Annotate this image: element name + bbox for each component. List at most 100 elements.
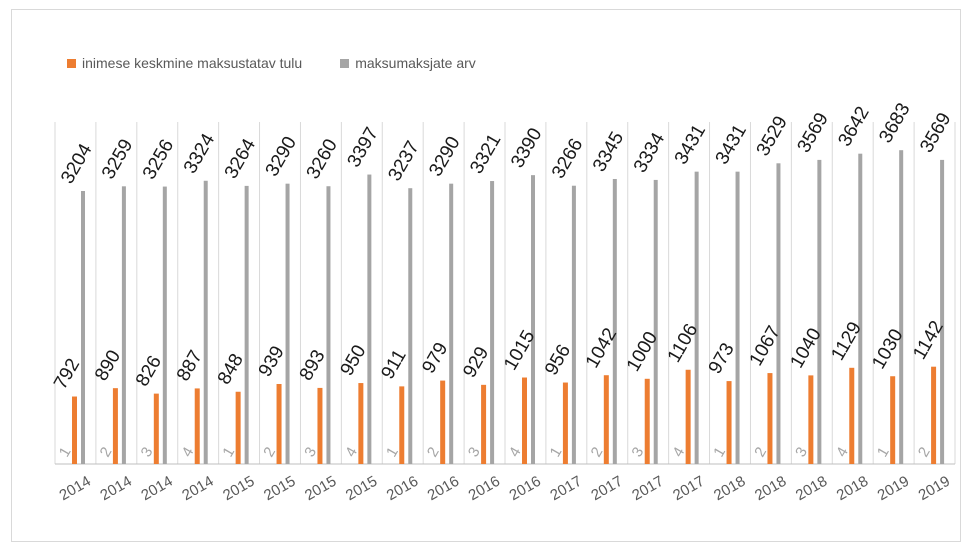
x-tick-label: 2019 [875, 473, 912, 504]
data-label-taxpayers: 3260 [303, 136, 342, 183]
data-label-taxpayers: 3431 [671, 121, 710, 168]
data-label-taxpayers: 3397 [344, 124, 383, 171]
x-tick-label: 2015 [261, 473, 298, 504]
bar-income [849, 367, 855, 464]
data-label-taxpayers: 3266 [548, 135, 587, 182]
bar-taxpayers [817, 159, 822, 464]
bar-income [358, 383, 364, 464]
bar-income [194, 388, 200, 464]
legend-item-taxpayers: maksumaksjate arv [340, 55, 476, 71]
quarter-label: 4 [178, 444, 197, 460]
quarter-label: 2 [588, 444, 607, 460]
quarter-label: 3 [792, 444, 811, 460]
bar-income [112, 388, 118, 464]
legend: inimese keskmine maksustatav tulu maksum… [67, 55, 476, 71]
quarter-label: 3 [138, 444, 157, 460]
bar-taxpayers [490, 181, 495, 465]
bar-income [767, 373, 773, 464]
bar-income [685, 369, 691, 464]
data-label-taxpayers: 3529 [753, 113, 792, 160]
bar-income [562, 382, 568, 464]
bar-taxpayers [162, 186, 167, 465]
quarter-label: 4 [669, 444, 688, 460]
quarter-label: 2 [260, 444, 279, 460]
data-label-taxpayers: 3259 [98, 136, 137, 183]
legend-label-taxpayers: maksumaksjate arv [355, 55, 476, 71]
bar-income [235, 391, 241, 464]
quarter-label: 4 [506, 444, 525, 460]
bar-taxpayers [285, 183, 290, 464]
quarter-label: 2 [424, 444, 443, 460]
bar-taxpayers [858, 153, 863, 464]
bar-income [317, 387, 323, 464]
quarter-label: 2 [97, 444, 116, 460]
data-label-taxpayers: 3390 [507, 125, 546, 172]
bar-taxpayers [776, 163, 781, 465]
data-label-taxpayers: 3290 [425, 133, 464, 180]
legend-item-income: inimese keskmine maksustatav tulu [67, 55, 302, 71]
x-tick-label: 2017 [629, 473, 666, 504]
x-tick-label: 2015 [302, 473, 339, 504]
bar-income [153, 393, 159, 464]
bar-income [808, 375, 814, 464]
quarter-label: 1 [710, 444, 729, 460]
x-tick-label: 2018 [752, 473, 789, 504]
bar-income [399, 386, 405, 464]
bar-taxpayers [612, 178, 617, 464]
quarter-label: 3 [628, 444, 647, 460]
bar-income [276, 383, 282, 464]
bar-income [440, 380, 446, 464]
bar-income [603, 375, 609, 464]
data-label-taxpayers: 3569 [916, 109, 955, 156]
data-label-taxpayers: 3264 [221, 135, 261, 182]
quarter-label: 3 [301, 444, 320, 460]
bar-taxpayers [735, 171, 740, 464]
bar-taxpayers [326, 186, 331, 465]
x-tick-label: 2016 [507, 473, 544, 504]
x-tick-label: 2015 [220, 473, 257, 504]
x-tick-label: 2014 [57, 473, 94, 504]
data-label-taxpayers: 3683 [875, 100, 914, 147]
quarter-label: 1 [56, 444, 75, 460]
bar-income [890, 376, 896, 464]
quarter-label: 1 [383, 444, 402, 460]
bar-taxpayers [203, 180, 208, 465]
bar-taxpayers [653, 179, 658, 464]
quarter-label: 1 [547, 444, 566, 460]
x-tick-label: 2015 [343, 473, 380, 504]
quarter-label: 2 [751, 444, 770, 460]
bar-income [644, 378, 650, 464]
bar-taxpayers [940, 159, 945, 464]
data-label-taxpayers: 3256 [139, 136, 178, 183]
x-tick-label: 2014 [138, 473, 175, 504]
bar-taxpayers [408, 188, 413, 464]
quarter-label: 2 [915, 444, 934, 460]
x-tick-label: 2017 [588, 473, 625, 504]
bar-income [522, 377, 527, 464]
data-label-taxpayers: 3321 [466, 130, 505, 177]
bar-income [72, 396, 77, 464]
data-label-taxpayers: 3324 [180, 130, 220, 177]
x-tick-label: 2014 [97, 473, 134, 504]
data-label-taxpayers: 3334 [630, 129, 670, 176]
x-tick-label: 2016 [384, 473, 421, 504]
bar-taxpayers [694, 171, 699, 464]
bar-taxpayers [449, 183, 454, 464]
bar-income [481, 384, 487, 464]
data-label-taxpayers: 3290 [262, 133, 301, 180]
x-tick-label: 2018 [834, 473, 871, 504]
x-tick-label: 2016 [466, 473, 503, 504]
x-tick-label: 2017 [670, 473, 707, 504]
legend-swatch-income [67, 58, 76, 68]
quarter-label: 1 [874, 444, 893, 460]
bar-taxpayers [531, 175, 535, 465]
bar-taxpayers [81, 191, 85, 464]
data-label-taxpayers: 3642 [834, 103, 873, 150]
data-label-taxpayers: 3345 [589, 128, 628, 175]
bar-income [726, 381, 732, 464]
bar-taxpayers [244, 185, 249, 464]
bar-taxpayers [121, 186, 126, 465]
x-tick-label: 2018 [711, 473, 748, 504]
legend-swatch-taxpayers [340, 58, 350, 68]
data-label-taxpayers: 3237 [384, 138, 423, 185]
